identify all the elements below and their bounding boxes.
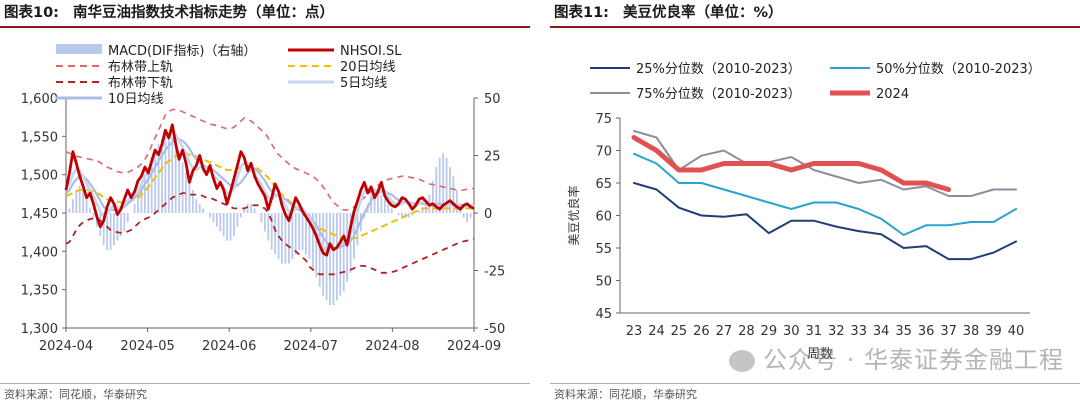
y-tick-label: 75 <box>595 112 612 127</box>
x-tick-label: 29 <box>761 324 778 339</box>
x-tick-label: 30 <box>783 324 800 339</box>
series-p75-line <box>633 130 1017 197</box>
y-tick-label: 70 <box>595 145 612 160</box>
x-tick-label: 33 <box>850 324 867 339</box>
series-p25-line <box>633 182 1017 261</box>
legend-y2024-label: 2024 <box>876 87 909 102</box>
x-tick-label: 2024-07 <box>284 339 338 354</box>
legend-p50-label: 50%分位数（2010-2023） <box>876 62 1041 77</box>
x-tick-label: 35 <box>895 324 912 339</box>
y-tick-label: 45 <box>595 307 612 322</box>
x-tick-label: 34 <box>873 324 890 339</box>
ma20-line <box>65 152 474 241</box>
left-title-prefix: 图表10: <box>4 5 59 21</box>
series-y2024-line <box>631 135 952 192</box>
left-y-tick-label: 1,450 <box>21 207 58 222</box>
x-tick-label: 40 <box>1008 324 1025 339</box>
right-panel-title: 图表11: 美豆优良率（单位：%） <box>550 0 1080 28</box>
right-y-tick-label: 50 <box>484 92 501 107</box>
legend-ma5-label: 5日均线 <box>340 76 387 91</box>
x-tick-label: 2024-06 <box>202 339 256 354</box>
legend-macd-swatch <box>56 44 102 54</box>
right-y-tick-label: -50 <box>484 322 505 337</box>
y-tick-label: 50 <box>595 275 612 290</box>
left-y-tick-label: 1,600 <box>21 92 58 107</box>
right-source: 资料来源：同花顺，华泰研究 <box>550 383 1080 405</box>
right-title-text: 美豆优良率（单位：%） <box>622 5 783 21</box>
right-y-tick-label: -25 <box>484 265 505 280</box>
x-tick-label: 32 <box>828 324 845 339</box>
left-y-tick-label: 1,400 <box>21 245 58 260</box>
legend-lower-band-label: 布林带下轨 <box>108 76 173 91</box>
x-tick-label: 25 <box>671 324 688 339</box>
x-tick-label: 38 <box>963 324 980 339</box>
nhsoi-chart: 1,600 1,550 1,500 1,450 1,400 1,350 1,300 50 25 0… <box>21 44 505 354</box>
x-tick-label: 2024-09 <box>447 339 501 354</box>
right-panel: 图表11: 美豆优良率（单位：%） 45 50 55 60 65 70 75 23 24 25 26 2… <box>550 0 1080 407</box>
legend-p25-label: 25%分位数（2010-2023） <box>636 62 801 77</box>
y-tick-label: 60 <box>595 210 612 225</box>
left-source: 资料来源：同花顺，华泰研究 <box>0 383 530 405</box>
right-y-tick-label: 25 <box>484 150 501 165</box>
x-tick-label: 23 <box>626 324 643 339</box>
left-y-tick-label: 1,350 <box>21 284 58 299</box>
x-tick-label: 36 <box>918 324 935 339</box>
right-title-prefix: 图表11: <box>554 5 609 21</box>
soybean-rating-chart: 45 50 55 60 65 70 75 23 24 25 26 27 28 29 30 31 32 33 34 35… <box>566 62 1041 362</box>
x-tick-label: 27 <box>716 324 733 339</box>
left-y-tick-label: 1,550 <box>21 130 58 145</box>
watermark-text: 公众号 · 华泰证券金融工程 <box>763 346 1064 374</box>
x-axis-title: 周数 <box>807 347 833 362</box>
legend-ma10-label: 10日均线 <box>108 92 164 107</box>
nhsoi-line <box>64 123 475 257</box>
x-tick-label: 24 <box>648 324 665 339</box>
left-panel: 图表10: 南华豆油指数技术指标走势（单位：点） 1,600 1,550 1,500 1… <box>0 0 530 407</box>
series-p50-line <box>633 152 1017 236</box>
watermark: 公众号 · 华泰证券金融工程 <box>729 340 1064 375</box>
x-tick-label: 39 <box>985 324 1002 339</box>
x-tick-label: 2024-04 <box>39 339 93 354</box>
right-y-tick-label: 0 <box>484 207 492 222</box>
y-tick-label: 55 <box>595 242 612 257</box>
left-y-tick-label: 1,500 <box>21 169 58 184</box>
legend-nhsoi-label: NHSOI.SL <box>340 44 402 59</box>
y-tick-label: 65 <box>595 177 612 192</box>
x-tick-label: 37 <box>940 324 957 339</box>
left-title-text: 南华豆油指数技术指标走势（单位：点） <box>72 5 334 21</box>
legend-macd-label: MACD(DIF指标)（右轴） <box>108 44 256 59</box>
legend-p75-label: 75%分位数（2010-2023） <box>636 87 801 102</box>
left-panel-title: 图表10: 南华豆油指数技术指标走势（单位：点） <box>0 0 530 28</box>
x-tick-label: 26 <box>693 324 710 339</box>
x-tick-label: 31 <box>805 324 822 339</box>
x-tick-label: 2024-05 <box>120 339 174 354</box>
x-tick-label: 28 <box>738 324 755 339</box>
right-legend: 25%分位数（2010-2023） 50%分位数（2010-2023） 75%分位数… <box>590 62 1041 102</box>
wechat-icon <box>729 350 756 372</box>
left-y-tick-label: 1,300 <box>21 322 58 337</box>
legend-ma20-label: 20日均线 <box>340 60 396 75</box>
y-axis-title: 美豆优良率 <box>566 185 581 245</box>
legend-upper-band-label: 布林带上轨 <box>108 60 173 75</box>
lower-band-line <box>65 192 475 276</box>
x-tick-label: 2024-08 <box>365 339 419 354</box>
